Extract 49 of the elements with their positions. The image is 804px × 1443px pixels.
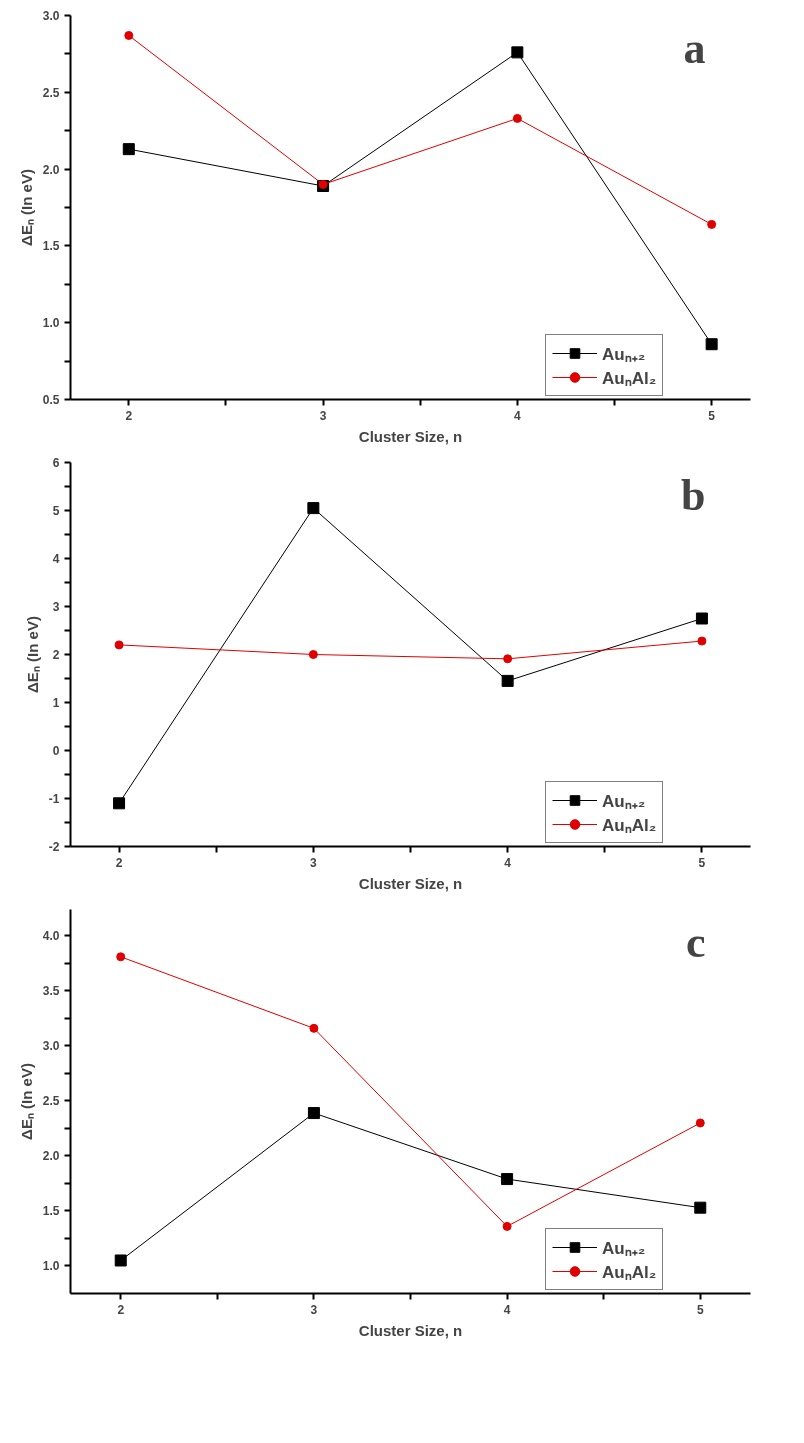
y-tick-label: 1.5 — [42, 239, 60, 254]
x-tick-label: 5 — [696, 1302, 704, 1317]
x-tick-label: 3 — [310, 855, 318, 870]
legend-label: Auₙ₊₂ — [602, 790, 646, 812]
x-tick-label: 3 — [310, 1302, 318, 1317]
y-tick-label: 1.5 — [42, 1204, 60, 1219]
y-tick-label: 3.5 — [42, 984, 60, 999]
y-tick-label: 0.5 — [42, 393, 60, 407]
y-tick-label: 5 — [52, 504, 60, 518]
y-tick-label: 3.0 — [42, 9, 60, 23]
annotation: c — [685, 917, 706, 967]
y-tick-label: 1.0 — [42, 1259, 60, 1274]
y-tick-label: 1.0 — [42, 316, 60, 331]
x-tick-label: 2 — [125, 408, 133, 423]
x-tick-label: 4 — [514, 408, 522, 423]
y-tick-label: 2.0 — [42, 1149, 60, 1164]
x-axis-title: Cluster Size, n — [358, 874, 463, 892]
y-tick-label: 4.0 — [42, 929, 60, 944]
y-tick-label: 2 — [52, 648, 60, 662]
y-tick-label: 2.5 — [42, 1094, 60, 1109]
y-tick-label: 1 — [52, 696, 60, 710]
y-tick-label: 3 — [52, 600, 60, 614]
x-axis-title: Cluster Size, n — [358, 427, 463, 445]
y-tick-label: 3.0 — [42, 1039, 60, 1054]
y-tick-label: 2.0 — [42, 162, 60, 177]
y-axis-title: ΔEₙ (In eV) — [17, 1063, 35, 1140]
annotation: b — [681, 470, 706, 520]
legend-label: AuₙAl₂ — [602, 814, 657, 836]
y-tick-label: 6 — [52, 456, 60, 470]
x-tick-label: 4 — [504, 855, 512, 870]
y-tick-label: 4 — [52, 552, 60, 566]
y-tick-label: -2 — [48, 840, 60, 854]
legend-label: AuₙAl₂ — [602, 1261, 657, 1283]
x-tick-label: 5 — [698, 855, 706, 870]
y-tick-label: 0 — [52, 744, 60, 758]
y-axis-title: ΔEₙ (In eV) — [17, 169, 35, 246]
legend-label: AuₙAl₂ — [602, 367, 657, 389]
legend-label: Auₙ₊₂ — [602, 1237, 646, 1259]
annotation: a — [683, 23, 706, 73]
x-tick-label: 2 — [115, 855, 123, 870]
x-tick-label: 2 — [117, 1302, 125, 1317]
x-axis-title: Cluster Size, n — [358, 1321, 463, 1339]
y-tick-label: 2.5 — [42, 85, 60, 100]
y-tick-label: -1 — [48, 792, 60, 806]
x-tick-label: 3 — [319, 408, 327, 423]
x-tick-label: 5 — [708, 408, 716, 423]
legend-label: Auₙ₊₂ — [602, 343, 646, 365]
y-axis-title: ΔEₙ (In eV) — [23, 616, 41, 693]
x-tick-label: 4 — [503, 1302, 511, 1317]
